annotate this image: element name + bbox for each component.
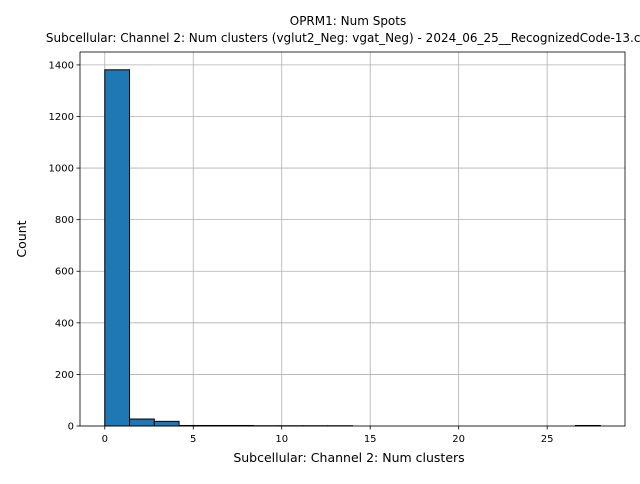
x-tick-label: 20 [452,434,465,445]
x-tick-label: 25 [541,434,554,445]
chart-subtitle: Subcellular: Channel 2: Num clusters (vg… [46,31,640,45]
y-tick-label: 200 [55,370,74,381]
y-tick-label: 800 [55,215,74,226]
x-axis-label: Subcellular: Channel 2: Num clusters [233,450,464,465]
histogram-bar [154,421,179,426]
x-tick-label: 15 [364,434,377,445]
histogram-bar [105,70,130,426]
chart-title: OPRM1: Num Spots [290,14,406,28]
y-tick-label: 600 [55,267,74,278]
bar-layer [105,70,600,426]
plot-frame [80,52,625,426]
y-tick-label: 1000 [49,164,74,175]
x-tick-label: 5 [190,434,196,445]
grid-layer [80,52,625,426]
y-axis-label: Count [14,220,29,257]
x-tick-label: 10 [275,434,288,445]
histogram-bar [130,419,155,426]
x-tick-label: 0 [102,434,108,445]
y-tick-label: 1200 [49,112,74,123]
y-tick-label: 400 [55,318,74,329]
y-tick-label: 0 [68,422,74,433]
y-tick-label: 1400 [49,60,74,71]
